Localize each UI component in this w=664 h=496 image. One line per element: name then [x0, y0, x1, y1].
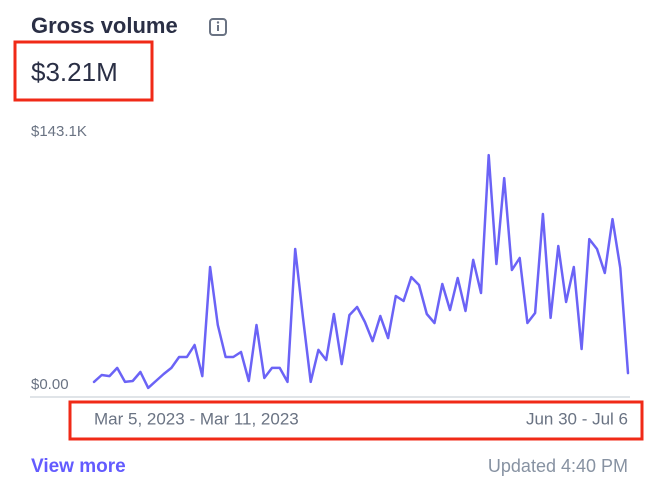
x-tick-label: Jun 30 - Jul 6: [526, 409, 628, 428]
y-tick-label: $0.00: [31, 376, 69, 393]
highlight-box: [68, 400, 644, 441]
volume-line: [92, 153, 630, 390]
highlight-box: [13, 40, 154, 102]
x-tick-label: Mar 5, 2023 - Mar 11, 2023: [94, 409, 299, 428]
total-value: $3.21M: [31, 57, 118, 87]
updated-time: Updated 4:40 PM: [488, 456, 628, 476]
card-title: Gross volume: [31, 13, 178, 38]
info-icon[interactable]: [209, 18, 227, 36]
y-tick-label: $143.1K: [31, 123, 87, 140]
view-more-link[interactable]: View more: [31, 456, 126, 477]
